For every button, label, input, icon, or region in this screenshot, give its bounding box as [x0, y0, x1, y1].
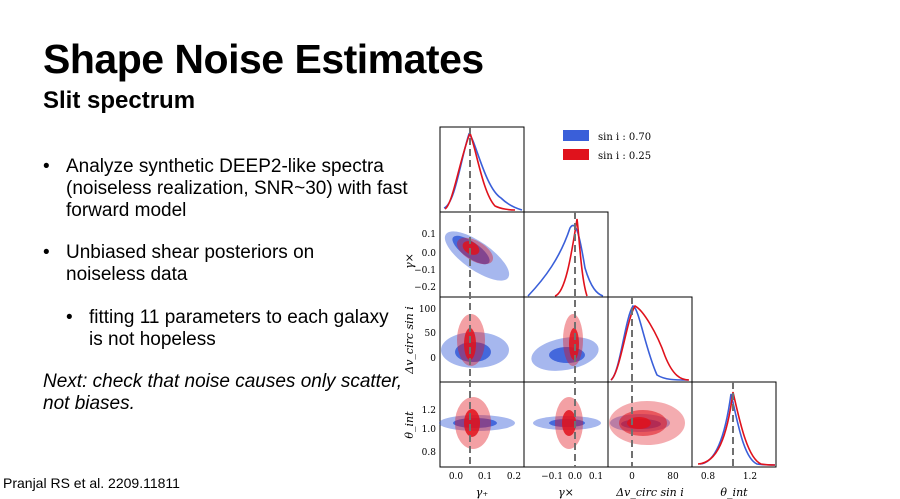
x-tick: 80: [667, 472, 679, 482]
legend-swatch-blue: [563, 130, 589, 141]
x-tick: 1.2: [743, 472, 757, 482]
corner-plot: 0.1 0.0 −0.1 −0.2 100 50 0 1.2 1.0 0.8 γ…: [403, 126, 777, 499]
panel-frame: [523, 211, 609, 298]
y-axis-label: γ×: [403, 253, 416, 269]
x-tick: 0.1: [478, 472, 492, 482]
marginal-curves: [443, 130, 776, 466]
y-tick: −0.2: [414, 283, 436, 293]
bullet-marker: •: [43, 156, 50, 177]
y-tick: 1.0: [422, 425, 437, 435]
y-tick: 0.0: [422, 249, 437, 259]
x-tick: 0.0: [449, 472, 464, 482]
bullet-marker: •: [66, 307, 73, 328]
contour-red-inner: [464, 409, 480, 437]
marginal-curve-blue: [527, 224, 604, 297]
legend-label: sin i : 0.25: [598, 151, 651, 162]
panel-frame: [607, 296, 693, 383]
next-step-note: Next: check that noise causes only scatt…: [43, 371, 403, 414]
citation: Pranjal RS et al. 2209.11811: [3, 475, 180, 491]
bullet-text: fitting 11 parameters to each galaxy is …: [89, 307, 389, 350]
bullet-text: Analyze synthetic DEEP2-like spectra (no…: [66, 156, 408, 221]
x-tick: 0: [629, 472, 635, 482]
contour-red-inner: [627, 417, 651, 429]
y-tick: 1.2: [422, 406, 436, 416]
y-axis-label: Δv_circ sin i: [403, 306, 416, 375]
bullet-marker: •: [43, 242, 50, 263]
contour-red-inner: [562, 410, 576, 436]
marginal-curve-red: [554, 218, 588, 297]
bullet-text: Unbiased shear posteriors on noiseless d…: [66, 242, 315, 285]
marginal-curve-red: [697, 391, 776, 466]
y-tick: 0.1: [422, 230, 436, 240]
truth-lines: [469, 127, 734, 467]
y-tick: 100: [419, 305, 436, 315]
slide-subtitle: Slit spectrum: [43, 87, 196, 114]
bullet-synthetic-spectra: • Analyze synthetic DEEP2-like spectra (…: [43, 156, 426, 222]
y-tick: 0: [430, 354, 436, 364]
x-tick: 0.8: [701, 472, 716, 482]
x-axis-label: θ_int: [720, 486, 748, 499]
bullet-unbiased-shear: • Unbiased shear posteriors on noiseless…: [43, 242, 386, 286]
slide-title: Shape Noise Estimates: [43, 36, 484, 82]
contour-g1-vcirc: [441, 314, 509, 368]
legend-label: sin i : 0.70: [598, 132, 651, 143]
legend: sin i : 0.70 sin i : 0.25: [563, 130, 651, 162]
contour-g1-theta: [439, 397, 515, 449]
x-tick: −0.1: [541, 472, 563, 482]
contour-g1-g2: [444, 231, 510, 281]
x-axis-label: Δv_circ sin i: [615, 486, 684, 499]
marginal-curve-blue: [443, 132, 523, 211]
marginal-curve-blue: [610, 305, 689, 381]
x-tick: 0.1: [589, 472, 603, 482]
y-tick: 0.8: [422, 448, 437, 458]
sub-bullet-fitting: • fitting 11 parameters to each galaxy i…: [66, 307, 389, 351]
legend-swatch-red: [563, 149, 589, 160]
marginal-curve-blue: [699, 393, 776, 466]
y-tick: 50: [425, 329, 437, 339]
x-axis-label: γ₊: [476, 486, 489, 499]
contour-g2-vcirc: [531, 314, 599, 371]
y-tick: −0.1: [414, 266, 436, 276]
contour-vcirc-theta: [609, 401, 685, 445]
x-tick: 0.0: [568, 472, 583, 482]
x-axis-label: γ×: [558, 486, 574, 499]
marginal-curve-red: [444, 130, 516, 211]
contour-red-inner: [464, 328, 476, 360]
y-axis-label: θ_int: [403, 411, 416, 439]
contour-g2-theta: [533, 397, 601, 449]
panel-frame: [439, 126, 525, 213]
x-tick: 0.2: [507, 472, 521, 482]
marginal-curve-red: [610, 304, 690, 381]
